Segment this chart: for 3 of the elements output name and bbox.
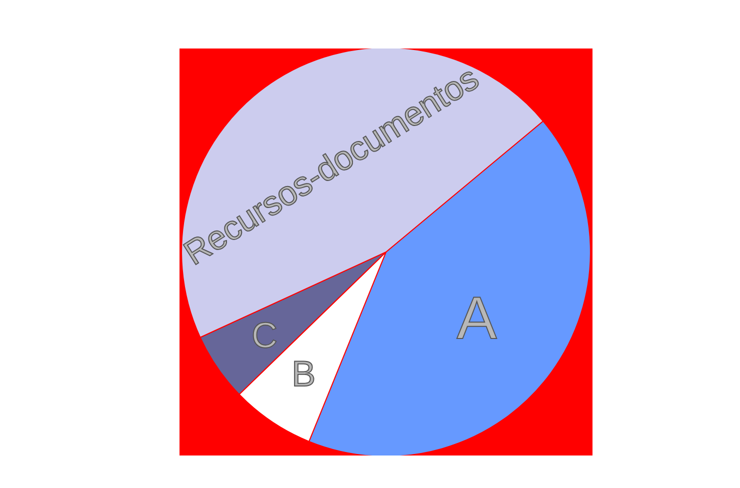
slice-label: B [292, 352, 316, 394]
slice-label: C [252, 314, 278, 356]
slice-label: A [456, 284, 497, 352]
